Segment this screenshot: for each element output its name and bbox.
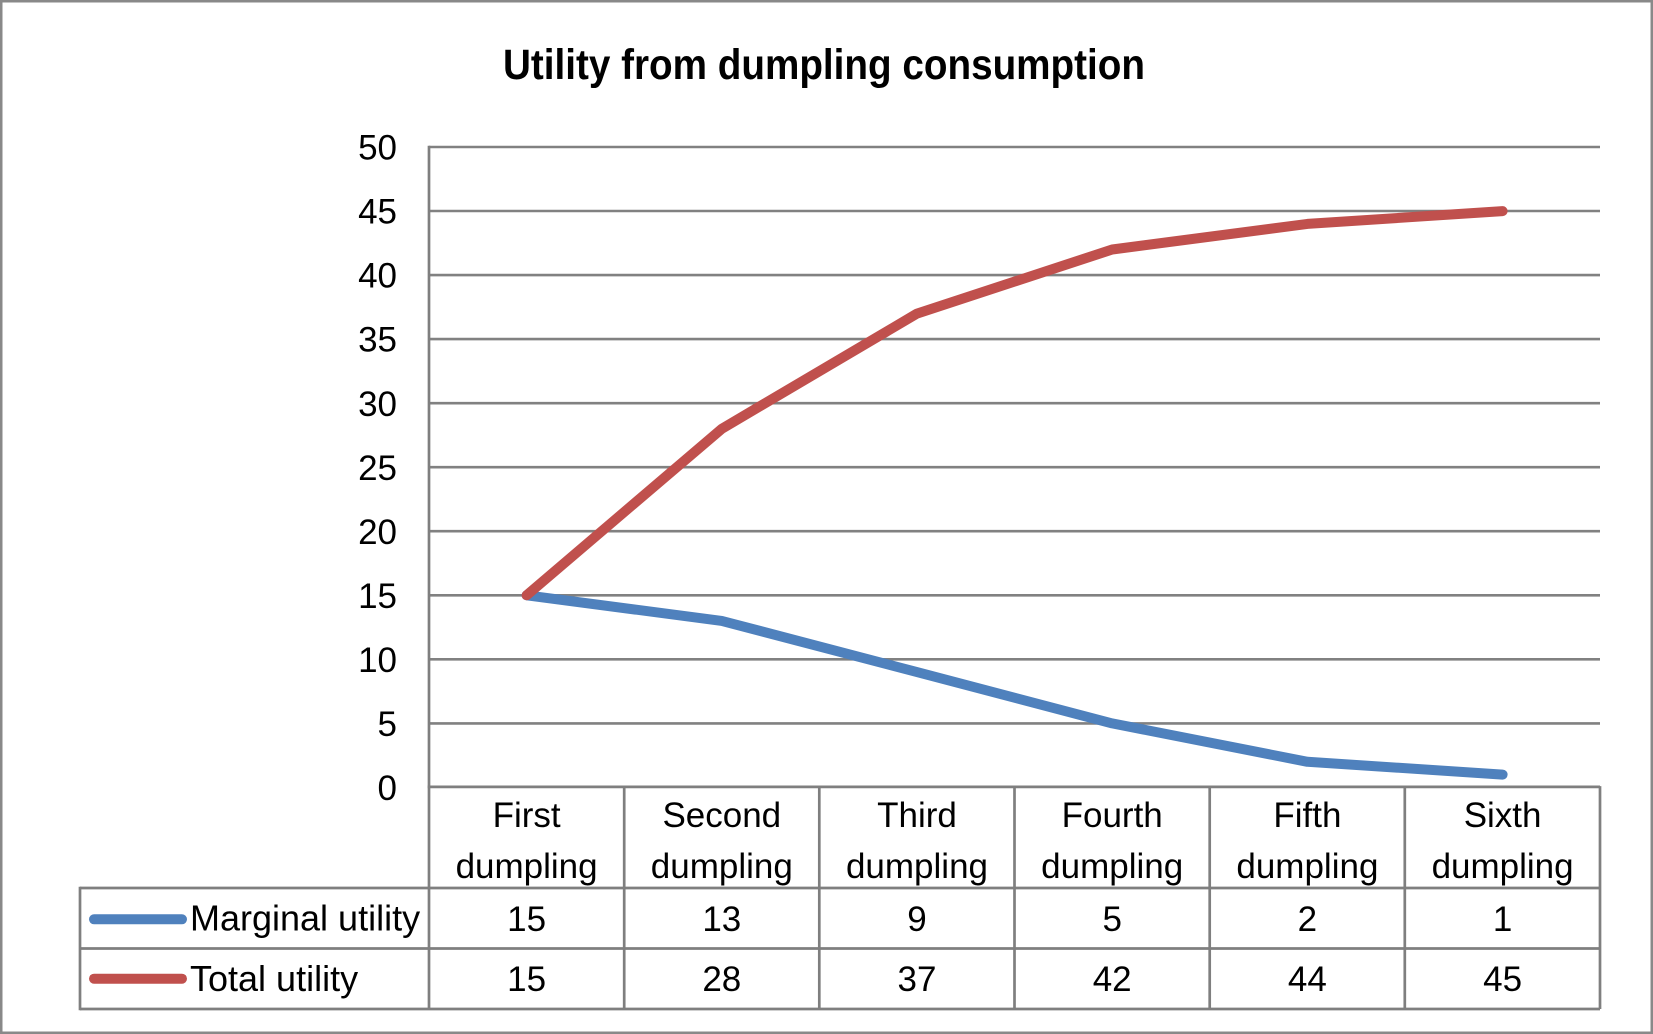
svg-text:dumpling: dumpling <box>1236 847 1378 886</box>
svg-text:42: 42 <box>1093 960 1132 999</box>
svg-text:40: 40 <box>358 257 397 296</box>
svg-text:28: 28 <box>702 960 741 999</box>
svg-text:dumpling: dumpling <box>846 847 988 886</box>
svg-text:Utility from dumpling consumpt: Utility from dumpling consumption <box>503 41 1145 89</box>
svg-text:10: 10 <box>358 641 397 680</box>
svg-text:Third: Third <box>877 796 957 835</box>
svg-text:dumpling: dumpling <box>1041 847 1183 886</box>
svg-text:15: 15 <box>358 577 397 616</box>
svg-text:2: 2 <box>1298 900 1317 939</box>
svg-text:0: 0 <box>378 769 397 808</box>
svg-text:First: First <box>493 796 561 835</box>
svg-text:45: 45 <box>1483 960 1522 999</box>
svg-text:20: 20 <box>358 513 397 552</box>
svg-text:13: 13 <box>702 900 741 939</box>
svg-text:Total utility: Total utility <box>190 958 358 999</box>
svg-text:Second: Second <box>662 796 781 835</box>
svg-text:35: 35 <box>358 321 397 360</box>
svg-text:Fifth: Fifth <box>1273 796 1341 835</box>
svg-text:dumpling: dumpling <box>456 847 598 886</box>
svg-text:45: 45 <box>358 193 397 232</box>
svg-text:9: 9 <box>907 900 926 939</box>
svg-text:37: 37 <box>898 960 937 999</box>
svg-text:Marginal utility: Marginal utility <box>190 898 420 939</box>
svg-text:1: 1 <box>1493 900 1512 939</box>
svg-text:Fourth: Fourth <box>1062 796 1163 835</box>
svg-text:Sixth: Sixth <box>1464 796 1542 835</box>
svg-text:50: 50 <box>358 129 397 168</box>
svg-text:44: 44 <box>1288 960 1327 999</box>
svg-text:30: 30 <box>358 385 397 424</box>
svg-text:15: 15 <box>507 960 546 999</box>
svg-text:dumpling: dumpling <box>1432 847 1574 886</box>
svg-text:25: 25 <box>358 449 397 488</box>
svg-text:5: 5 <box>378 705 397 744</box>
svg-text:dumpling: dumpling <box>651 847 793 886</box>
svg-text:15: 15 <box>507 900 546 939</box>
svg-text:5: 5 <box>1102 900 1121 939</box>
